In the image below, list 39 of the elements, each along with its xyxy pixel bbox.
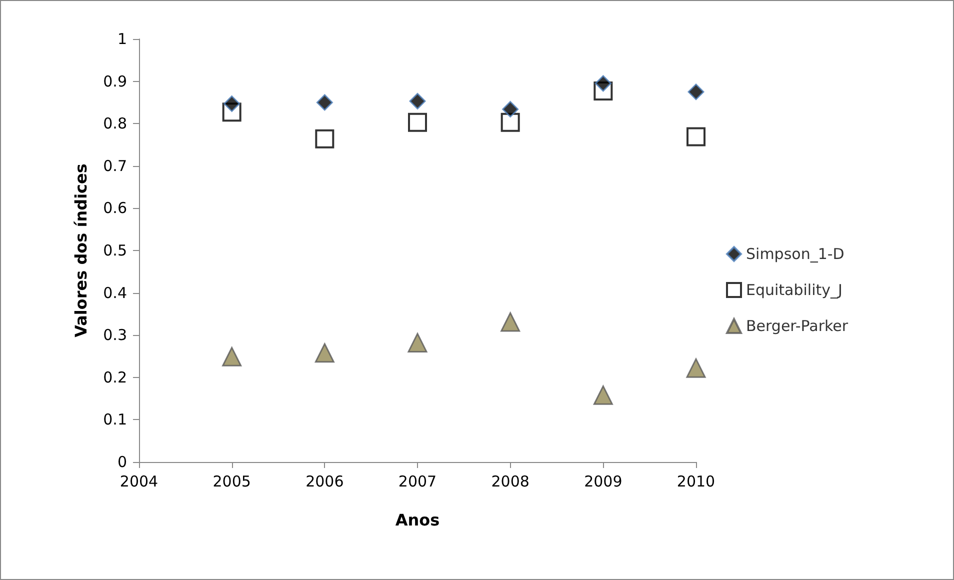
point (688, 84, 704, 100)
point (686, 358, 706, 378)
y-tick-label: 0.2 (103, 368, 127, 386)
x-tick-label: 2004 (120, 472, 158, 490)
y-axis-title: Valores dos índices (72, 164, 90, 338)
point (408, 112, 427, 132)
point (224, 95, 240, 112)
point (594, 75, 612, 92)
y-tick-label: 0.7 (103, 156, 127, 175)
point (315, 129, 334, 148)
y-tick-label: 0 (117, 453, 127, 471)
y-tick-label: 1 (117, 30, 127, 48)
x-tick-label: 2008 (491, 472, 530, 490)
y-tick-label: 0.4 (103, 284, 127, 302)
y-tick-label: 0.6 (103, 199, 127, 218)
y-tick-label: 0.8 (103, 114, 127, 133)
x-tick-label: 2006 (306, 472, 344, 490)
point (316, 94, 333, 111)
point (409, 92, 426, 110)
legend-label: Berger-Parker (746, 317, 849, 335)
point (593, 385, 613, 405)
legend-label: Simpson_1-D (746, 245, 844, 263)
x-axis-title: Anos (395, 510, 440, 530)
y-tick-label: 0.1 (103, 410, 127, 429)
point (500, 112, 520, 132)
x-tick-label: 2005 (212, 472, 251, 490)
x-tick-label: 2010 (676, 472, 716, 490)
legend-label: Equitability_J (746, 281, 842, 299)
point (502, 100, 519, 118)
point (314, 343, 334, 363)
x-tick-label: 2007 (398, 472, 437, 490)
point (686, 127, 706, 146)
y-tick-label: 0.3 (103, 326, 127, 344)
point (500, 312, 520, 332)
point (222, 346, 242, 366)
y-tick-label: 0.9 (103, 72, 127, 90)
point (408, 332, 428, 352)
x-tick-label: 2009 (584, 472, 622, 490)
y-tick-label: 0.5 (103, 242, 127, 260)
